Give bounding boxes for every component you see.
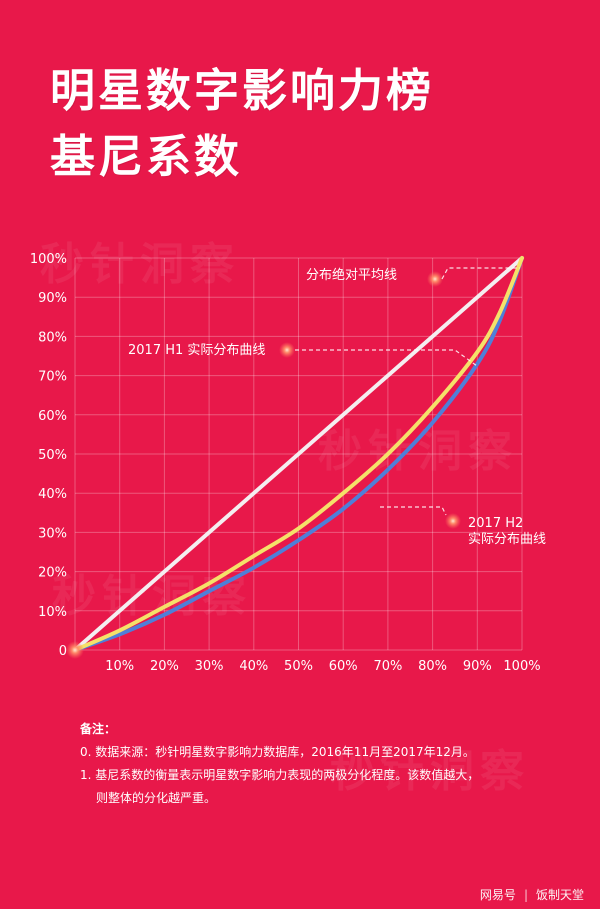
annotation-equality-marker (427, 271, 443, 287)
x-tick-label: 80% (418, 659, 447, 674)
notes-heading: 备注： (80, 722, 117, 736)
annotation-h1-marker (279, 342, 295, 358)
notes: 备注： 0. 数据来源：秒针明星数字影响力数据库，2016年11月至2017年1… (80, 718, 560, 810)
footer: 网易号 | 饭制天堂 (480, 886, 584, 903)
title-line-1: 明星数字影响力榜 (50, 64, 435, 117)
y-tick-label: 60% (38, 409, 67, 424)
series-2017-h2 (73, 256, 524, 652)
annotation-h2-marker (445, 513, 461, 529)
note-item-1: 1. 基尼系数的衡量表示明星数字影响力表现的两极分化程度。该数值越大， (80, 768, 480, 782)
annotation-h2-label: 2017 H2 (468, 516, 523, 531)
y-tick-label: 70% (38, 370, 67, 385)
y-tick-label: 50% (38, 448, 67, 463)
x-tick-label: 40% (239, 659, 268, 674)
note-item-2: 则整体的分化越严重。 (96, 791, 217, 805)
y-tick-label: 10% (38, 605, 67, 620)
grid (74, 257, 523, 651)
x-tick-label: 20% (150, 659, 179, 674)
footer-separator: | (523, 888, 528, 902)
x-tick-label: 10% (105, 659, 134, 674)
y-tick-label: 30% (38, 526, 67, 541)
annotation-h1-label: 2017 H1 实际分布曲线 (128, 343, 265, 358)
y-tick-label: 100% (30, 252, 67, 267)
x-tick-label: 90% (463, 659, 492, 674)
y-tick-label: 0 (59, 644, 67, 659)
footer-source: 网易号 (479, 888, 516, 902)
annotation-equality-label: 分布绝对平均线 (306, 267, 397, 283)
x-tick-label: 70% (373, 659, 402, 674)
x-tick-label: 100% (503, 659, 540, 674)
note-item-0: 0. 数据来源：秒针明星数字影响力数据库，2016年11月至2017年12月。 (80, 745, 475, 759)
y-tick-label: 20% (38, 566, 67, 581)
page-title: 明星数字影响力榜 基尼系数 (50, 58, 434, 190)
series-2017-h1 (73, 256, 524, 652)
series-equality-line (73, 256, 524, 652)
footer-author: 饭制天堂 (535, 888, 584, 902)
y-tick-label: 90% (38, 291, 67, 306)
x-tick-label: 30% (195, 659, 224, 674)
x-tick-label: 50% (284, 659, 313, 674)
y-tick-label: 40% (38, 487, 67, 502)
annotation-h1-leader (295, 349, 478, 367)
x-tick-label: 60% (329, 659, 358, 674)
annotation-h2-label-line2: 实际分布曲线 (468, 532, 546, 547)
origin-marker (66, 641, 84, 659)
annotation-h2-leader (380, 506, 447, 516)
y-tick-label: 80% (38, 330, 67, 345)
title-line-2: 基尼系数 (50, 130, 243, 183)
